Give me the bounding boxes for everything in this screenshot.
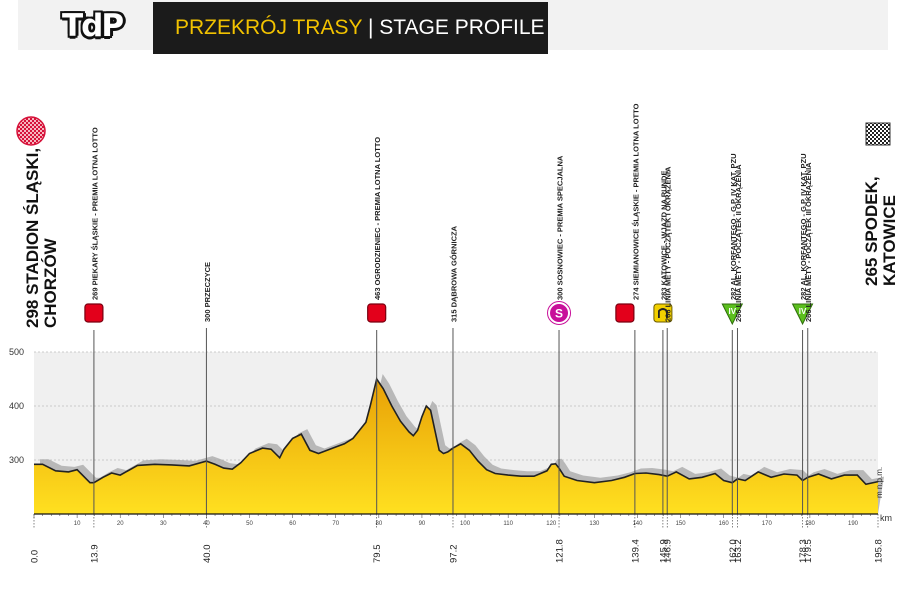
marker-km-label: 162.0 bbox=[728, 539, 739, 563]
annotation-7: 283 KATOWICE - WJAZD NA RUNDĘ bbox=[653, 171, 673, 514]
x-tick-label: 160 bbox=[719, 521, 730, 527]
finish-label-line1: 265 SPODEK, bbox=[862, 176, 881, 286]
annotation-8: 266 LINIA METY - POCZĄTEK I OKRĄŻENIA bbox=[664, 166, 673, 514]
marker-km-label: 13.9 bbox=[89, 545, 100, 564]
x-tick-label: 170 bbox=[762, 521, 773, 527]
checkered-flag-icon bbox=[865, 122, 891, 146]
x-tick-label: 100 bbox=[460, 521, 471, 527]
profile-outline bbox=[34, 377, 879, 486]
circuit-arch-icon bbox=[658, 308, 668, 318]
annotation-label: 463 OGRODZIENIEC - PREMIA LOTNA LOTTO bbox=[373, 137, 382, 300]
x-tick-label: 90 bbox=[419, 521, 426, 527]
marker-km-label: 163.2 bbox=[733, 539, 744, 563]
annotation-label: 282 AL. KORFANTEGO - G.P. IV KAT. PZU bbox=[729, 153, 738, 300]
annotation-label: 282 AL. KORFANTEGO - G.P. IV KAT. PZU bbox=[799, 153, 808, 300]
x-tick-label: 120 bbox=[546, 521, 557, 527]
marker-km-label: 195.8 bbox=[874, 539, 885, 563]
start-block: 298 STADION ŚLĄSKI, CHORZÓW bbox=[16, 116, 60, 328]
annotation-label: 266 LINIA METY - POCZĄTEK II OKRĄŻENIA bbox=[734, 164, 743, 322]
x-axis: 10 20 30 40 50 60 70 80 90 100 110 120 130 140 150 160 1… bbox=[30, 513, 885, 564]
finish-block: 265 SPODEK, KATOWICE bbox=[862, 122, 899, 286]
marker-km-label: 97.2 bbox=[449, 545, 460, 564]
x-tick-label: 150 bbox=[676, 521, 687, 527]
y-axis: 300 400 500 bbox=[9, 347, 24, 465]
start-label-line1: 298 STADION ŚLĄSKI, bbox=[23, 148, 42, 328]
annotation-label: 283 KATOWICE - WJAZD NA RUNDĘ bbox=[659, 171, 668, 300]
marker-km-label: 40.0 bbox=[202, 545, 213, 564]
y-tick-label: 400 bbox=[9, 401, 24, 411]
marker-km-label: 178.3 bbox=[798, 539, 809, 563]
marker-km-label: 139.4 bbox=[630, 539, 641, 563]
kom-category: IV bbox=[729, 307, 737, 316]
annotation-label: 300 PRZECZYCE bbox=[203, 262, 212, 322]
marker-km-label: 145.9 bbox=[658, 539, 669, 563]
y-axis-label: m n.p.m. bbox=[875, 467, 884, 498]
annotation-label: 315 DĄBROWA GÓRNICZA bbox=[450, 225, 459, 322]
marker-km-label: 146.9 bbox=[663, 539, 674, 563]
annotation-12: 266 LINIA METY - POCZĄTEK III OKRĄŻENIA bbox=[804, 162, 813, 514]
x-tick-label: 30 bbox=[160, 521, 167, 527]
title-secondary: STAGE PROFILE bbox=[379, 16, 545, 39]
annotation-label: 300 SOSNOWIEC - PREMIA SPECJALNA bbox=[556, 155, 565, 300]
y-tick-label: 500 bbox=[9, 347, 24, 357]
x-tick-label: 20 bbox=[117, 521, 124, 527]
kom-category: IV bbox=[799, 307, 807, 316]
title-separator: | bbox=[362, 16, 380, 39]
x-tick-label: 110 bbox=[503, 521, 513, 527]
kom-icon bbox=[721, 303, 744, 326]
sprint-icon bbox=[615, 303, 635, 323]
start-label-line2: CHORZÓW bbox=[41, 237, 60, 328]
marker-km-label: 79.5 bbox=[372, 545, 383, 564]
marker-km-label: 0.0 bbox=[30, 550, 41, 563]
marker-km-label: 179.5 bbox=[803, 539, 814, 563]
x-tick-label: 80 bbox=[375, 521, 382, 527]
x-tick-label: 40 bbox=[203, 521, 210, 527]
x-axis-label: km bbox=[880, 513, 892, 523]
special-premium-letter: S bbox=[555, 307, 563, 321]
special-premium-ring bbox=[547, 301, 572, 325]
annotation-label: 266 LINIA METY - POCZĄTEK III OKRĄŻENIA bbox=[804, 162, 813, 322]
kom-icon bbox=[791, 303, 814, 326]
sprint-icon bbox=[367, 303, 387, 323]
x-tick-label: 70 bbox=[332, 521, 339, 527]
x-tick-label: 140 bbox=[632, 521, 643, 527]
annotation-9: IV 282 AL. KORFANTEGO - G.P. IV KAT. PZU bbox=[721, 153, 744, 514]
special-premium-icon bbox=[548, 302, 571, 324]
marker-km-label: 121.8 bbox=[555, 539, 566, 563]
x-tick-label: 130 bbox=[589, 521, 600, 527]
finish-label-line2: KATOWICE bbox=[880, 195, 899, 286]
annotation-3: 463 OGRODZIENIEC - PREMIA LOTNA LOTTO bbox=[367, 137, 387, 514]
annotation-11: IV 282 AL. KORFANTEGO - G.P. IV KAT. PZU bbox=[791, 153, 814, 514]
x-tick-label: 180 bbox=[805, 521, 816, 527]
x-tick-label: 10 bbox=[74, 521, 81, 527]
x-tick-label: 60 bbox=[289, 521, 296, 527]
title-primary: PRZEKRÓJ TRASY bbox=[175, 16, 363, 39]
annotation-4: 315 DĄBROWA GÓRNICZA bbox=[450, 225, 459, 514]
annotation-label: 274 SIEMIANOWICE ŚLĄSKIE - PREMIA LOTNA … bbox=[631, 103, 640, 300]
annotation-label: 269 PIEKARY ŚLĄSKIE - PREMIA LOTNA LOTTO bbox=[90, 127, 99, 300]
annotation-2: 300 PRZECZYCE bbox=[203, 262, 212, 514]
x-tick-label: 190 bbox=[848, 521, 859, 527]
annotation-6: 274 SIEMIANOWICE ŚLĄSKIE - PREMIA LOTNA … bbox=[615, 103, 640, 514]
start-flag-icon bbox=[16, 116, 46, 146]
y-tick-label: 300 bbox=[9, 455, 24, 465]
annotation-label: 266 LINIA METY - POCZĄTEK I OKRĄŻENIA bbox=[664, 166, 673, 322]
annotation-1: 269 PIEKARY ŚLĄSKIE - PREMIA LOTNA LOTTO bbox=[84, 127, 104, 514]
page-title: PRZEKRÓJ TRASY | STAGE PROFILE bbox=[153, 2, 548, 54]
x-tick-label: 50 bbox=[246, 521, 253, 527]
annotation-5: S 300 SOSNOWIEC - PREMIA SPECJALNA bbox=[547, 155, 572, 514]
annotations: 269 PIEKARY ŚLĄSKIE - PREMIA LOTNA LOTTO… bbox=[84, 103, 814, 514]
tdp-logo: TdP bbox=[62, 8, 124, 44]
annotation-10: 266 LINIA METY - POCZĄTEK II OKRĄŻENIA bbox=[734, 164, 743, 514]
sprint-icon bbox=[84, 303, 104, 323]
